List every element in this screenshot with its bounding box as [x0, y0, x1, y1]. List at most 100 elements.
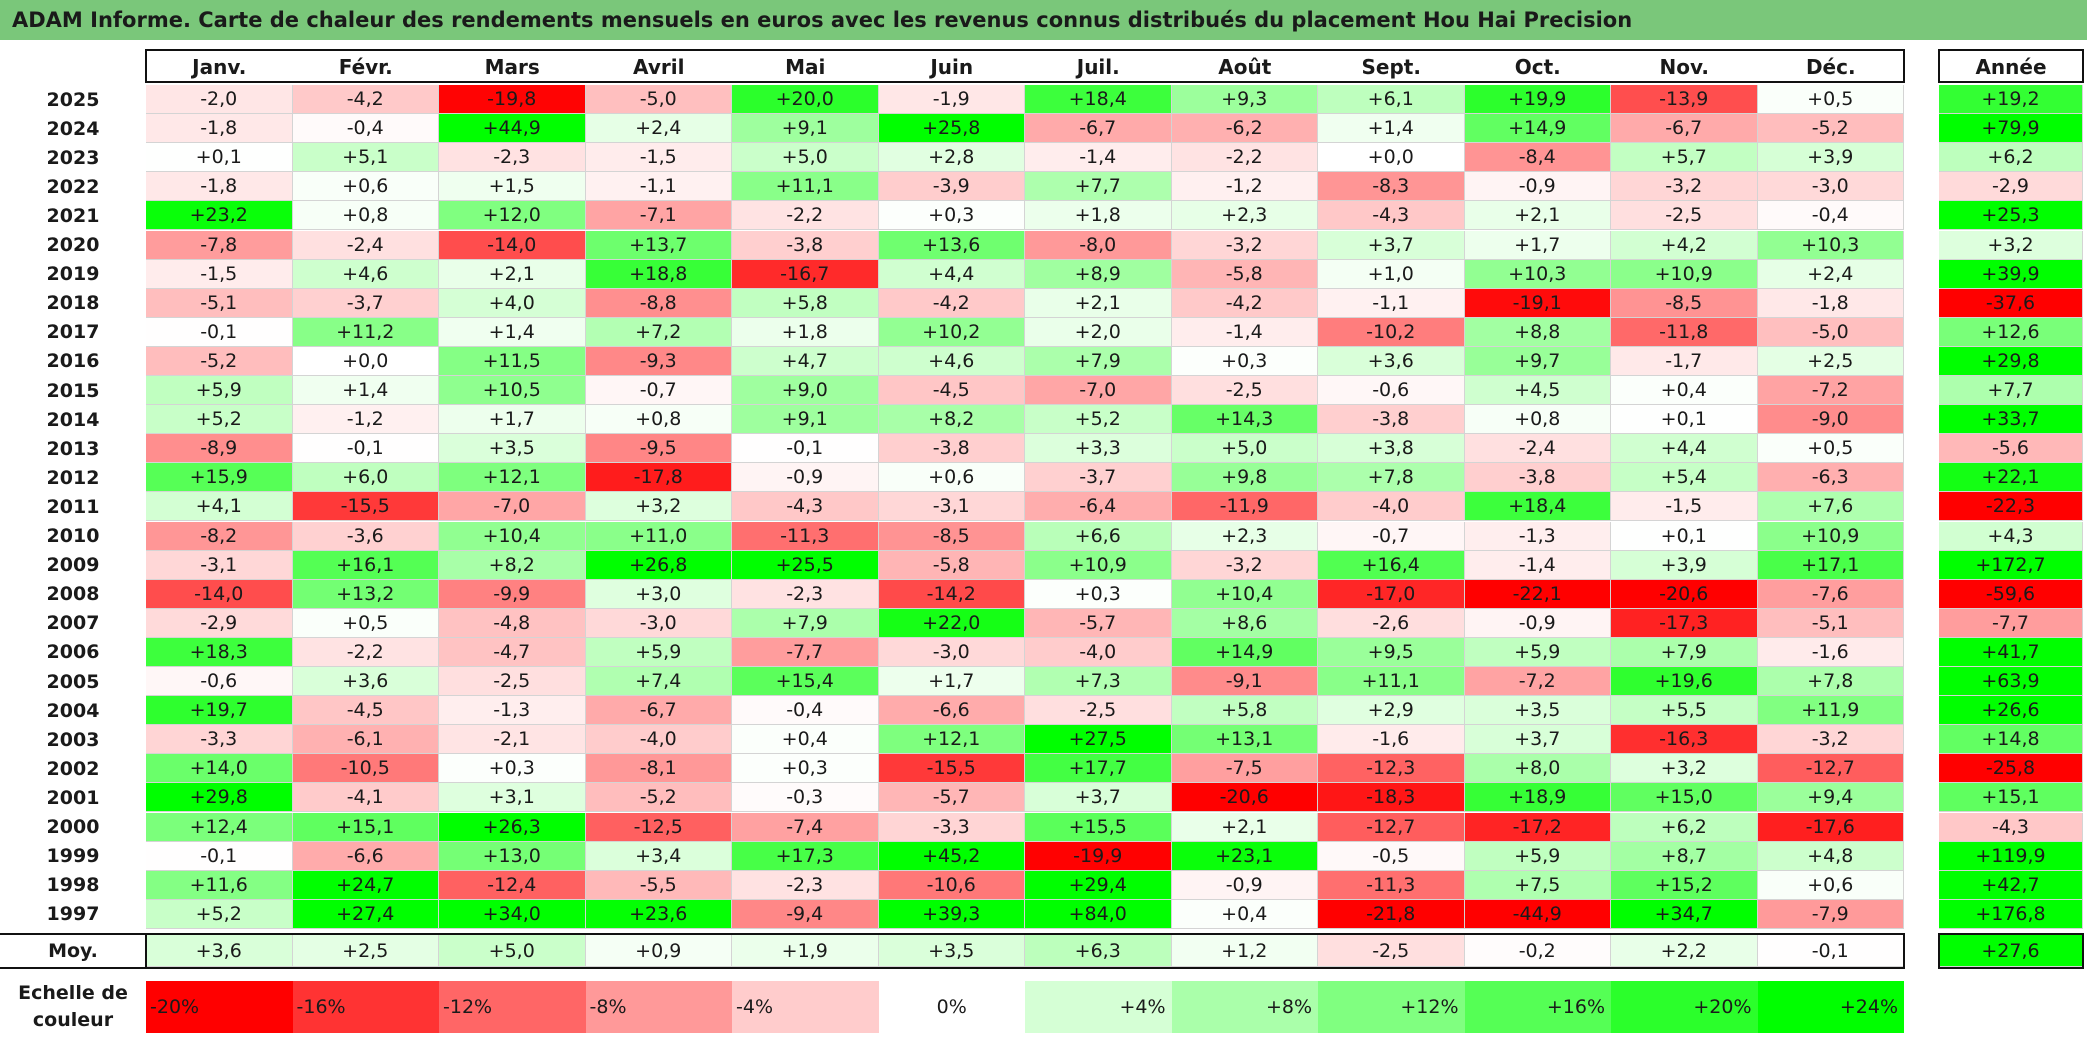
heatmap-cell: -1,2: [1171, 172, 1318, 202]
heatmap-cell: +0,4: [732, 725, 879, 755]
heatmap-cell: -6,7: [1025, 114, 1172, 144]
heatmap-cell: +18,3: [146, 637, 293, 667]
heatmap-cell: +10,5: [439, 376, 586, 406]
heatmap-cell: +2,0: [1025, 317, 1172, 347]
heatmap-cell: +17,1: [1757, 550, 1904, 580]
heatmap-cell: +7,8: [1757, 667, 1904, 697]
heatmap-cell: -6,6: [292, 841, 439, 871]
heatmap-cell: -6,6: [878, 696, 1025, 726]
heatmap-cell: -3,0: [1757, 172, 1904, 202]
heatmap-cell: +9,0: [732, 376, 879, 406]
heatmap-cell: +0,8: [292, 201, 439, 231]
heatmap-cell: +7,3: [1025, 667, 1172, 697]
heatmap-cell: -15,5: [292, 492, 439, 522]
heatmap-cell: -20,6: [1611, 579, 1758, 609]
heatmap-cell: +25,5: [732, 550, 879, 580]
heatmap-cell: -1,3: [1464, 521, 1611, 551]
heatmap-cell: +1,0: [1318, 259, 1465, 289]
year-label: 2022: [46, 175, 100, 198]
heatmap-cell: -1,2: [292, 405, 439, 435]
scale-swatch: +8%: [1171, 981, 1318, 1033]
heatmap-cell: +26,3: [439, 812, 586, 842]
average-cell: -0,1: [1757, 935, 1904, 967]
heatmap-cell: -6,3: [1757, 463, 1904, 493]
annual-cell: +172,7: [1939, 550, 2083, 580]
heatmap-cell: +9,5: [1318, 637, 1465, 667]
heatmap-cell: +0,8: [585, 405, 732, 435]
heatmap-cell: +0,6: [878, 463, 1025, 493]
heatmap-cell: -2,6: [1318, 608, 1465, 638]
heatmap-cell: -0,1: [292, 434, 439, 464]
heatmap-cell: -6,1: [292, 725, 439, 755]
heatmap-cell: +2,3: [1171, 201, 1318, 231]
heatmap-cell: +13,0: [439, 841, 586, 871]
heatmap-cell: -3,2: [1757, 725, 1904, 755]
year-label: 1999: [46, 845, 100, 868]
annual-cell: +6,2: [1939, 143, 2083, 173]
heatmap-cell: -2,3: [732, 870, 879, 900]
heatmap-cell: +9,1: [732, 114, 879, 144]
heatmap-cell: +18,9: [1464, 783, 1611, 813]
heatmap-cell: -1,6: [1757, 637, 1904, 667]
annual-cell: +25,3: [1939, 201, 2083, 231]
heatmap-cell: +7,4: [585, 667, 732, 697]
scale-swatch: -8%: [585, 981, 732, 1033]
heatmap-cell: -15,5: [878, 754, 1025, 784]
heatmap-cell: +15,1: [292, 812, 439, 842]
heatmap-cell: +7,8: [1318, 463, 1465, 493]
heatmap-cell: +3,4: [585, 841, 732, 871]
month-header: Oct.: [1514, 55, 1561, 79]
scale-swatch: -4%: [732, 981, 879, 1033]
heatmap-cell: -2,2: [292, 637, 439, 667]
heatmap-cell: +11,9: [1757, 696, 1904, 726]
annual-cell: +39,9: [1939, 259, 2083, 289]
heatmap-cell: +3,2: [585, 492, 732, 522]
year-label: 2018: [46, 292, 100, 315]
heatmap-cell: -9,1: [1171, 667, 1318, 697]
heatmap-cell: -4,0: [585, 725, 732, 755]
heatmap-cell: -21,8: [1318, 899, 1465, 929]
heatmap-cell: +0,1: [146, 143, 293, 173]
heatmap-cell: +24,7: [292, 870, 439, 900]
heatmap-cell: +4,5: [1464, 376, 1611, 406]
heatmap-cell: +0,3: [732, 754, 879, 784]
heatmap-cell: -2,3: [732, 579, 879, 609]
scale-swatch: 0%: [878, 981, 1025, 1033]
scale-swatch: +20%: [1611, 981, 1758, 1033]
heatmap-cell: +17,7: [1025, 754, 1172, 784]
heatmap-cell: +9,3: [1171, 85, 1318, 115]
annual-header: Année: [1975, 55, 2047, 79]
heatmap-cell: -11,3: [732, 521, 879, 551]
heatmap-cell: -5,2: [1757, 114, 1904, 144]
heatmap-cell: +5,5: [1611, 696, 1758, 726]
heatmap-cell: -3,8: [732, 230, 879, 260]
heatmap-cell: -19,9: [1025, 841, 1172, 871]
annual-cell: +26,6: [1939, 696, 2083, 726]
heatmap-cell: -9,9: [439, 579, 586, 609]
heatmap-cell: -4,0: [1025, 637, 1172, 667]
heatmap-cell: -2,3: [439, 143, 586, 173]
heatmap-cell: +10,9: [1757, 521, 1904, 551]
heatmap-cell: -7,0: [1025, 376, 1172, 406]
heatmap-cell: -7,1: [585, 201, 732, 231]
heatmap-cell: +10,3: [1464, 259, 1611, 289]
heatmap-cell: +5,2: [146, 899, 293, 929]
heatmap-cell: +1,8: [1025, 201, 1172, 231]
heatmap-cell: +18,4: [1025, 85, 1172, 115]
heatmap-cell: +1,4: [292, 376, 439, 406]
heatmap-cell: -3,8: [878, 434, 1025, 464]
year-label: 2019: [46, 263, 100, 286]
month-header: Nov.: [1659, 55, 1709, 79]
heatmap-cell: +12,0: [439, 201, 586, 231]
heatmap-cell: -0,1: [146, 841, 293, 871]
heatmap-cell: +23,2: [146, 201, 293, 231]
heatmap-cell: +11,0: [585, 521, 732, 551]
heatmap-cell: -8,9: [146, 434, 293, 464]
heatmap-cell: -8,2: [146, 521, 293, 551]
year-label: 2016: [46, 350, 100, 373]
annual-cell: +42,7: [1939, 870, 2083, 900]
annual-cell: +15,1: [1939, 783, 2083, 813]
scale-swatch: +12%: [1318, 981, 1465, 1033]
heatmap-cell: -8,3: [1318, 172, 1465, 202]
annual-cell: -7,7: [1939, 608, 2083, 638]
